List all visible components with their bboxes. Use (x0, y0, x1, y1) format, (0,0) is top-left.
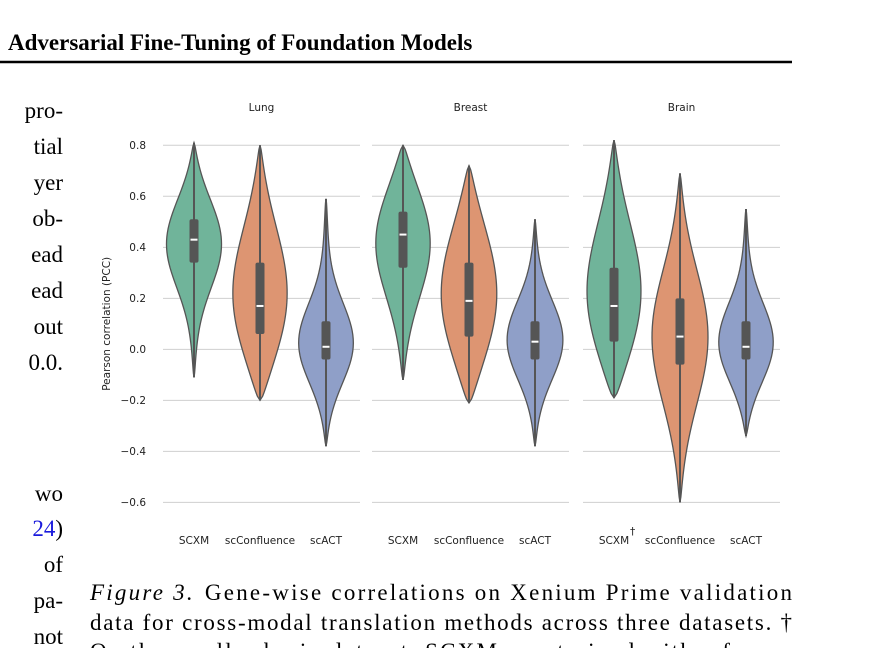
caption-line: data for cross-modal translation methods… (90, 610, 792, 635)
y-tick-label: −0.4 (121, 446, 147, 458)
y-tick-label: 0.4 (129, 242, 146, 254)
x-tick-label: scConfluence (645, 535, 715, 547)
caption-line: Figure 3. Gene-wise correlations on Xeniu… (89, 580, 792, 605)
body-text: ) (55, 516, 63, 541)
y-tick-label: −0.6 (121, 497, 147, 509)
annotation: † (630, 526, 635, 538)
y-tick-label: 0.8 (129, 140, 146, 152)
iqr-box (321, 321, 331, 360)
x-tick-label: scACT (730, 535, 763, 547)
panel-title: Lung (249, 102, 275, 114)
body-text-line: tial (34, 134, 63, 159)
body-text-line: ead (31, 278, 63, 303)
body-text-line: ob- (32, 206, 63, 231)
y-axis-label: Pearson correlation (PCC) (101, 257, 113, 391)
caption: Figure 3. Gene-wise correlations on Xeniu… (89, 580, 793, 648)
body-text-line: of (44, 552, 64, 577)
body-text-line: 0.0. (29, 350, 64, 375)
iqr-box (464, 262, 474, 337)
body-text-line: 24) (32, 516, 63, 541)
caption-text: Gene-wise correlations on Xenium Prime v… (205, 580, 793, 605)
panel-title: Brain (668, 102, 696, 114)
x-tick-label: scACT (310, 535, 343, 547)
caption-line: On the smaller brain dataset, SCXM was t… (90, 639, 793, 648)
y-tick-label: 0.6 (129, 191, 146, 203)
body-text-line: yer (34, 170, 64, 195)
body-text-line: wo (35, 481, 63, 506)
x-tick-label: scACT (519, 535, 552, 547)
iqr-box (255, 262, 265, 335)
body-text-line: ead (31, 242, 63, 267)
iqr-box (398, 211, 408, 268)
x-tick-label: scConfluence (225, 535, 295, 547)
figure: Lung −0.6 −0.4 −0.2 0.0 0.2 0.4 0.6 0.8 Pearson c… (101, 102, 780, 547)
iqr-box (675, 298, 685, 365)
y-tick-label: 0.0 (129, 344, 146, 356)
iqr-box (189, 219, 199, 263)
iqr-box (741, 321, 751, 360)
y-tick-label: −0.2 (121, 395, 147, 407)
body-text-line: pro- (25, 98, 63, 123)
left-column: pro-tial yer ob-ead ead out 0.0. wo 24) of pa-not (25, 98, 64, 648)
body-text-line: out (34, 314, 64, 339)
y-tick-label: 0.2 (129, 293, 146, 305)
running-header: Adversarial Fine-Tuning of Foundation Mo… (8, 30, 472, 55)
iqr-box (530, 321, 540, 360)
iqr-box (609, 267, 619, 342)
x-tick-label: SCXM (388, 535, 418, 547)
x-tick-label: scConfluence (434, 535, 504, 547)
caption-label: Figure 3. (89, 580, 193, 605)
x-tick-label: SCXM (179, 535, 209, 547)
x-tick-label: SCXM (599, 535, 629, 547)
panel-title: Breast (454, 102, 488, 114)
body-text-line: pa- (34, 588, 63, 613)
body-text-line: not (34, 624, 64, 648)
citation-link[interactable]: 24 (32, 516, 56, 541)
